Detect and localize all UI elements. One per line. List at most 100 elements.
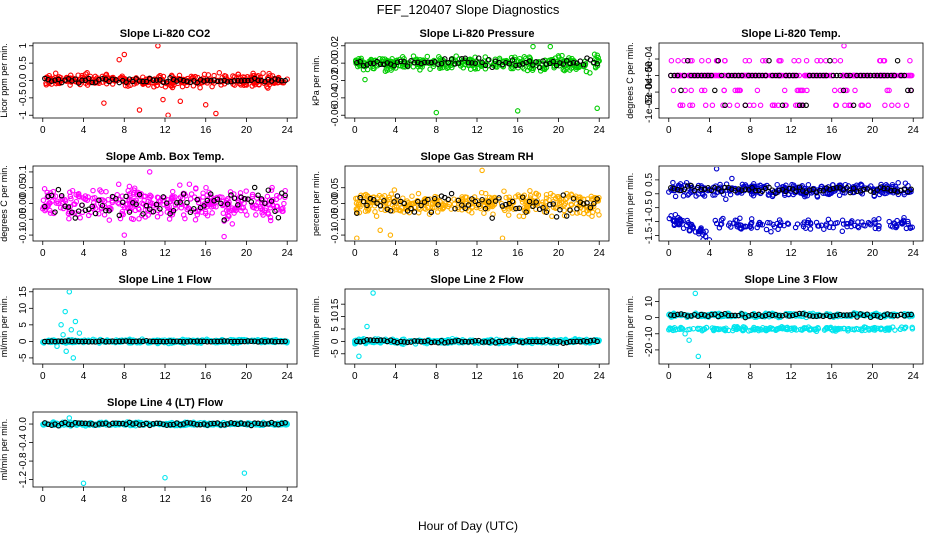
highlight-point [48, 422, 55, 428]
x-tick-label: 16 [826, 371, 838, 382]
data-point [727, 191, 734, 198]
x-tick-label: 4 [81, 248, 87, 259]
data-point [82, 80, 89, 86]
highlight-point [560, 340, 567, 346]
data-point [41, 186, 48, 192]
highlight-point [901, 313, 908, 319]
data-point [776, 57, 783, 64]
data-point [243, 188, 249, 194]
highlight-point [211, 77, 217, 83]
highlight-point [708, 312, 715, 318]
x-tick-label: 24 [594, 371, 606, 382]
highlight-point [42, 203, 48, 210]
highlight-point [820, 72, 826, 79]
highlight-point [793, 311, 799, 318]
data-point [505, 212, 512, 218]
data-point [889, 102, 895, 109]
highlight-point [136, 338, 143, 344]
y-tick-label: 0.1 [18, 165, 29, 179]
data-point [716, 225, 723, 231]
data-point [667, 325, 673, 331]
highlight-point [180, 77, 187, 84]
plot-frame [344, 288, 610, 365]
data-point [550, 198, 557, 205]
plot-frame [344, 42, 610, 119]
highlight-point [712, 87, 718, 94]
data-point [907, 72, 914, 79]
highlight-point [445, 59, 451, 66]
highlight-point [79, 338, 85, 345]
highlight-point [65, 421, 72, 427]
highlight-point [550, 339, 556, 345]
outlier-point [58, 322, 64, 328]
highlight-point [374, 337, 380, 344]
highlight-point [783, 72, 789, 79]
outlier-point [146, 169, 153, 175]
data-point [805, 217, 812, 223]
data-point [244, 212, 250, 218]
data-point [587, 70, 593, 76]
data-point [688, 87, 694, 94]
x-tick-label: 24 [282, 248, 294, 259]
highlight-point [830, 72, 837, 79]
data-point [448, 206, 454, 212]
outlier-point [76, 330, 83, 336]
highlight-point [163, 338, 170, 345]
highlight-point [674, 186, 681, 193]
outlier-point [362, 76, 368, 83]
highlight-point [174, 338, 180, 344]
y-tick-label: 0.5 [18, 56, 29, 70]
x-tick-label: 4 [81, 125, 87, 136]
highlight-point [201, 78, 207, 84]
data-point [97, 187, 103, 193]
highlight-point [708, 72, 715, 79]
highlight-point [908, 311, 914, 318]
data-point [882, 102, 888, 109]
highlight-point [905, 87, 911, 94]
highlight-point [496, 338, 502, 345]
highlight-point [428, 209, 435, 216]
highlight-point [462, 55, 468, 62]
highlight-point [86, 421, 92, 427]
data-point [75, 72, 81, 78]
data-point [709, 102, 716, 109]
highlight-point [258, 196, 265, 202]
outlier-point [723, 196, 729, 203]
data-point [750, 192, 757, 199]
highlight-point [55, 338, 62, 344]
highlight-point [739, 187, 745, 193]
y-tick-label: 0 [644, 191, 655, 197]
highlight-point [684, 57, 691, 64]
highlight-point [374, 58, 380, 65]
y-tick-label: -5e-04 [644, 77, 655, 106]
highlight-point [82, 338, 89, 345]
highlight-point [211, 338, 217, 344]
highlight-point [759, 313, 765, 319]
highlight-point [89, 338, 95, 345]
highlight-point [431, 59, 438, 65]
highlight-point [786, 72, 793, 79]
x-tick-label: 12 [785, 248, 797, 259]
highlight-point [718, 311, 725, 318]
data-point [591, 51, 598, 58]
data-point [92, 76, 99, 83]
highlight-point [62, 203, 68, 210]
highlight-point [844, 185, 850, 191]
data-point [485, 205, 491, 212]
data-point [561, 212, 568, 219]
outlier-point [72, 318, 79, 325]
highlight-point [448, 338, 455, 345]
highlight-point [45, 421, 51, 428]
highlight-point [241, 77, 248, 84]
highlight-point [62, 77, 68, 83]
data-point [188, 191, 195, 197]
x-tick-label: 20 [553, 371, 565, 382]
highlight-point [540, 204, 546, 211]
highlight-point [221, 422, 227, 428]
highlight-point [803, 311, 809, 318]
highlight-point [58, 79, 65, 86]
x-tick-label: 12 [159, 125, 171, 136]
outlier-point [841, 44, 847, 49]
data-point [875, 225, 882, 232]
